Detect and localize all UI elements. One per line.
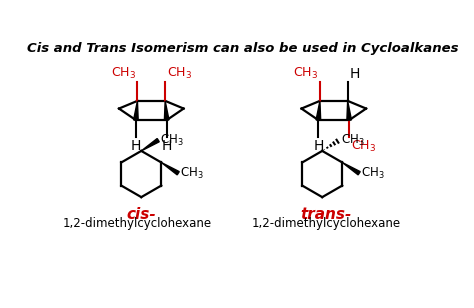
- Text: CH$_3$: CH$_3$: [361, 166, 384, 181]
- Polygon shape: [134, 101, 138, 120]
- Polygon shape: [141, 139, 159, 151]
- Text: CH$_3$: CH$_3$: [293, 66, 319, 81]
- Text: cis-: cis-: [127, 207, 156, 222]
- Text: CH$_3$: CH$_3$: [160, 132, 183, 148]
- Text: CH$_3$: CH$_3$: [341, 132, 365, 148]
- Text: CH$_3$: CH$_3$: [352, 139, 377, 154]
- Text: H: H: [162, 139, 172, 152]
- Polygon shape: [347, 101, 352, 120]
- Text: trans-: trans-: [301, 207, 352, 222]
- Text: H: H: [350, 67, 360, 81]
- Text: H: H: [313, 139, 324, 152]
- Text: 1,2-dimethylcyclohexane: 1,2-dimethylcyclohexane: [252, 217, 401, 230]
- Text: CH$_3$: CH$_3$: [167, 66, 192, 81]
- Polygon shape: [164, 101, 169, 120]
- Text: CH$_3$: CH$_3$: [111, 66, 136, 81]
- Polygon shape: [161, 162, 179, 175]
- Text: 1,2-dimethylcyclohexane: 1,2-dimethylcyclohexane: [63, 217, 212, 230]
- Polygon shape: [342, 162, 360, 175]
- Text: Cis and Trans Isomerism can also be used in Cycloalkanes: Cis and Trans Isomerism can also be used…: [27, 42, 459, 55]
- Polygon shape: [316, 101, 321, 120]
- Text: H: H: [131, 139, 141, 152]
- Text: CH$_3$: CH$_3$: [180, 166, 203, 181]
